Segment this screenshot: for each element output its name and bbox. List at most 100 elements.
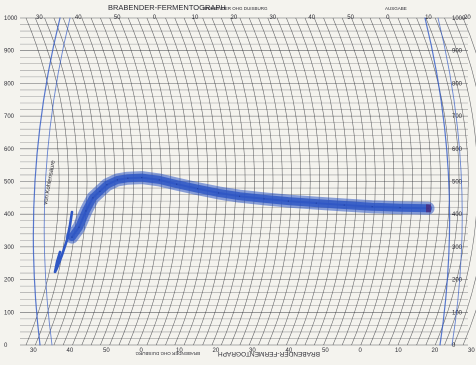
time-gridline <box>230 17 265 346</box>
time-gridline <box>332 17 367 346</box>
top-tick-label: 20 <box>464 15 471 21</box>
top-tick-label: 40 <box>75 15 82 21</box>
time-gridline <box>407 17 441 346</box>
curve-point <box>116 179 118 181</box>
time-gridline <box>211 17 246 346</box>
top-tick-label: 50 <box>347 15 354 21</box>
bottom-tick-label: 30 <box>249 348 256 354</box>
time-gridline <box>267 17 302 346</box>
bottom-tick-label: 10 <box>395 348 402 354</box>
top-tick-label: 10 <box>425 15 432 21</box>
y-tick-label-right: 400 <box>452 212 463 218</box>
top-tick-label: 30 <box>269 15 276 21</box>
curve-point <box>197 188 199 190</box>
time-gridline <box>183 17 218 346</box>
y-tick-label-left: 500 <box>4 180 15 186</box>
time-gridline <box>388 17 423 346</box>
curve-point <box>343 204 345 206</box>
y-tick-label-right: 800 <box>452 81 463 87</box>
curve-point <box>99 190 101 192</box>
time-gridline <box>304 17 339 346</box>
time-gridline <box>434 17 469 346</box>
header-right-text: AUSGABE <box>385 6 407 11</box>
time-gridline <box>44 17 79 346</box>
curve-end-marker <box>426 204 431 213</box>
y-tick-label-right: 0 <box>452 343 456 349</box>
bottom-tick-label: 50 <box>322 348 329 354</box>
y-tick-label-left: 900 <box>4 49 15 55</box>
time-gridline <box>53 17 88 346</box>
y-tick-label-left: 400 <box>4 212 15 218</box>
ink-layer <box>32 17 463 346</box>
y-tick-label-right: 200 <box>452 278 463 284</box>
top-tick-label: 10 <box>192 15 199 21</box>
top-tick-label: 40 <box>308 15 315 21</box>
right-boundary-curve <box>424 17 451 346</box>
time-gridline <box>295 17 330 346</box>
top-tick-label: 0 <box>153 15 157 21</box>
bottom-tick-label: 20 <box>213 348 220 354</box>
y-tick-label-left: 800 <box>4 81 15 87</box>
curve-point <box>71 236 73 238</box>
y-tick-label-left: 0 <box>4 343 8 349</box>
top-tick-label: 0 <box>386 15 390 21</box>
y-tick-label-left: 200 <box>4 278 15 284</box>
time-gridline <box>314 17 348 346</box>
bottom-tick-label: 20 <box>432 348 439 354</box>
tick-layer: 1000900800700600500400300200100010009008… <box>4 15 475 354</box>
footer-title: BRABENDER-FERMENTOGRAPH <box>218 350 320 357</box>
y-tick-label-left: 700 <box>4 114 15 120</box>
header-small-text: BRABENDER OHG DUISBURG <box>203 6 268 11</box>
curve-point <box>85 210 87 212</box>
curve-point <box>238 195 241 197</box>
y-tick-label-left: 1000 <box>4 16 18 22</box>
left-boundary-curve <box>32 17 61 346</box>
curve-start-segment <box>53 210 74 274</box>
curve-point <box>399 207 401 209</box>
curve-point <box>158 179 160 181</box>
time-gridline <box>416 17 451 346</box>
time-gridline <box>379 17 413 346</box>
grid-layer <box>20 17 476 346</box>
time-gridline <box>276 17 311 346</box>
curve-point <box>315 202 317 204</box>
curve-point <box>106 184 108 186</box>
y-tick-label-left: 300 <box>4 245 15 251</box>
bottom-tick-label: 0 <box>140 348 144 354</box>
left-boundary-curve-inner <box>43 17 71 346</box>
curve-point <box>263 198 265 200</box>
time-gridline <box>425 17 460 346</box>
time-gridline <box>239 17 274 346</box>
bottom-tick-label: 0 <box>359 348 363 354</box>
time-gridline <box>221 17 255 346</box>
bottom-tick-label: 40 <box>67 348 74 354</box>
time-gridline <box>360 17 395 346</box>
y-tick-label-right: 900 <box>452 49 463 55</box>
top-tick-label: 20 <box>231 15 238 21</box>
bottom-tick-label: 10 <box>176 348 183 354</box>
time-gridline <box>453 17 476 346</box>
header-title: BRABENDER-FERMENTOGRAPH <box>108 3 226 12</box>
time-gridline <box>341 17 376 346</box>
y-tick-label-right: 1000 <box>452 16 466 22</box>
curve-point <box>176 183 178 185</box>
curve-point <box>78 226 80 228</box>
time-gridline <box>248 17 283 346</box>
time-gridline <box>202 17 237 346</box>
y-tick-label-right: 700 <box>452 114 463 120</box>
time-gridline <box>351 17 385 346</box>
right-boundary-curve-inner <box>437 17 463 346</box>
footer-small-text: BRABENDER OHG DUISBURG <box>135 351 200 356</box>
bottom-tick-label: 30 <box>468 348 475 354</box>
time-gridline <box>323 17 358 346</box>
time-gridline <box>165 17 199 346</box>
time-gridline <box>174 17 209 346</box>
bottom-tick-label: 30 <box>30 348 37 354</box>
curve-point <box>92 197 94 199</box>
curve-point <box>127 177 129 179</box>
time-gridline <box>286 17 320 346</box>
time-gridline <box>258 17 292 346</box>
time-gridline <box>193 17 227 346</box>
